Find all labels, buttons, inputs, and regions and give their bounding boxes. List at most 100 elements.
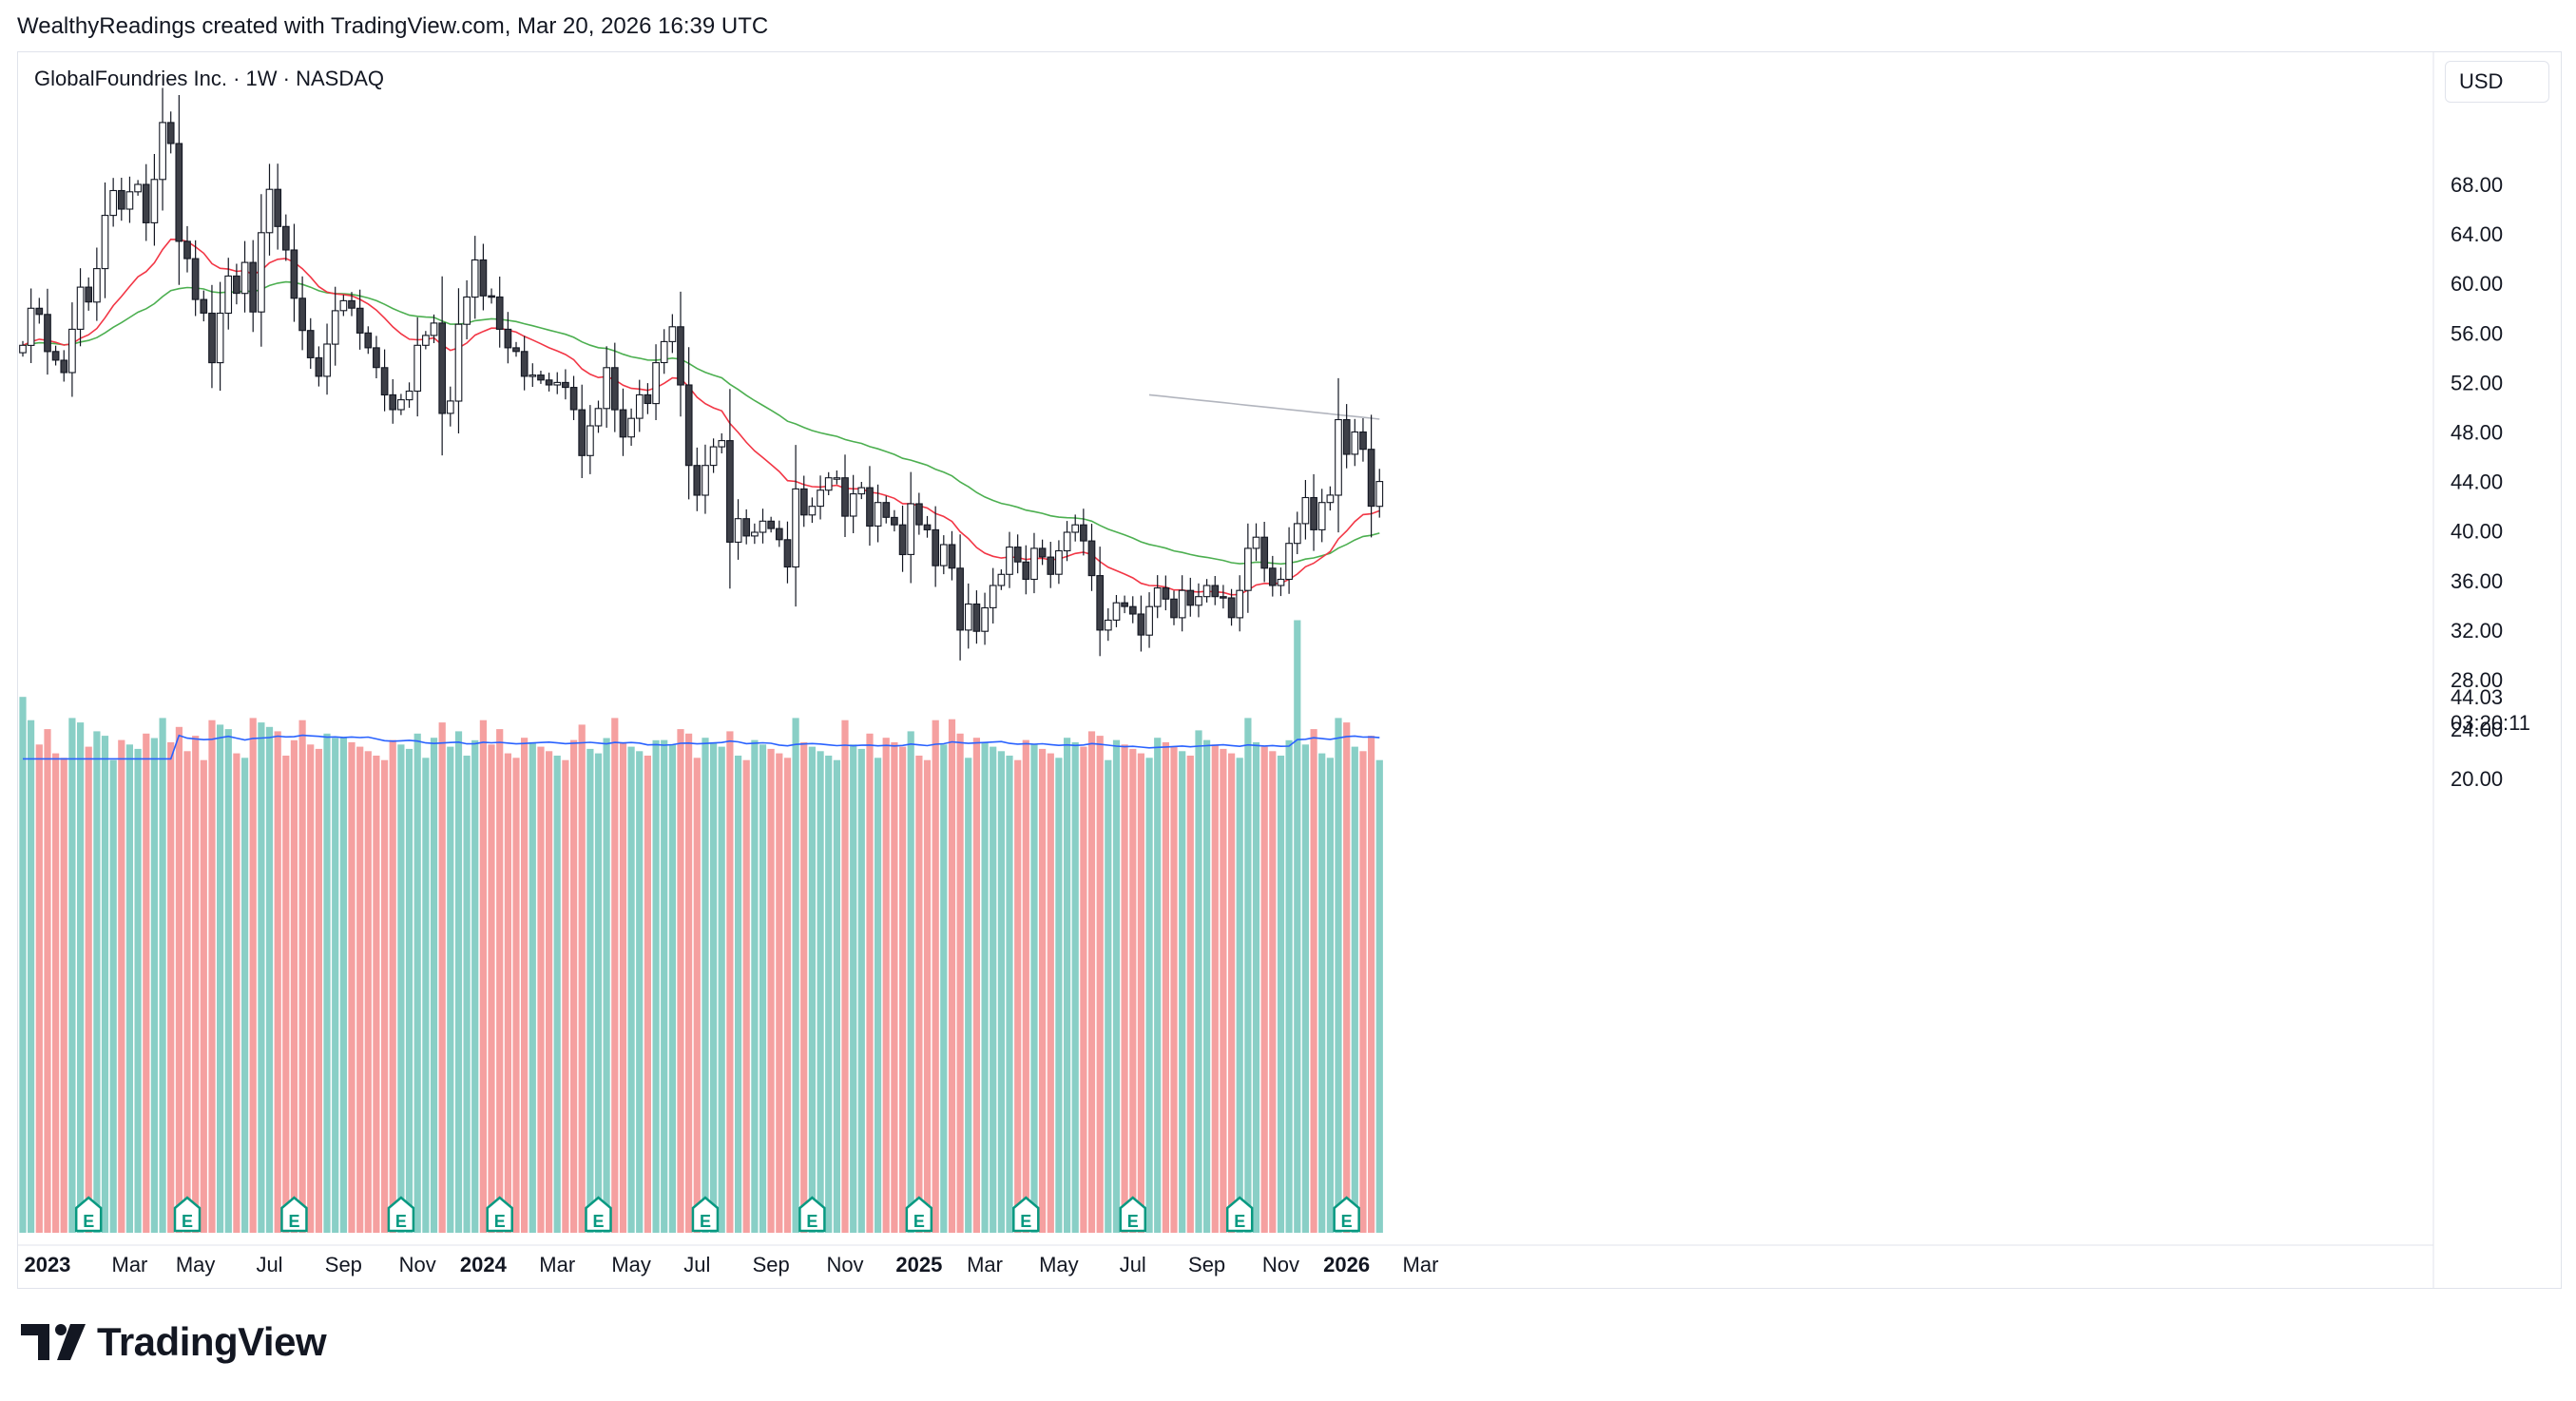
- candle-body[interactable]: [1252, 536, 1260, 549]
- candle-body[interactable]: [290, 249, 298, 299]
- candle-body[interactable]: [265, 188, 274, 234]
- candle-body[interactable]: [166, 122, 175, 144]
- candle-body[interactable]: [923, 524, 932, 530]
- earnings-badge-icon[interactable]: [280, 1196, 308, 1233]
- currency-button[interactable]: USD: [2445, 61, 2549, 103]
- candle-body[interactable]: [249, 261, 258, 313]
- candle-body[interactable]: [537, 374, 545, 381]
- candle-body[interactable]: [882, 502, 891, 518]
- candle-body[interactable]: [348, 299, 356, 309]
- candle-body[interactable]: [504, 328, 512, 349]
- candle-body[interactable]: [972, 603, 981, 632]
- candle-body[interactable]: [1195, 596, 1202, 606]
- candle-body[interactable]: [1121, 602, 1128, 607]
- candle-body[interactable]: [430, 322, 438, 336]
- candle-body[interactable]: [520, 351, 529, 377]
- candle-body[interactable]: [1310, 496, 1317, 530]
- candle-body[interactable]: [702, 465, 709, 496]
- candle-body[interactable]: [627, 417, 635, 438]
- candle-body[interactable]: [1038, 547, 1047, 558]
- candle-body[interactable]: [799, 488, 808, 516]
- candle-body[interactable]: [1047, 556, 1055, 575]
- candle-body[interactable]: [76, 286, 85, 330]
- candle-body[interactable]: [891, 516, 898, 526]
- candle-body[interactable]: [981, 606, 989, 632]
- earnings-badge-icon[interactable]: [1012, 1196, 1040, 1233]
- earnings-badge-icon[interactable]: [1333, 1196, 1360, 1233]
- candle-body[interactable]: [109, 189, 118, 217]
- candle-body[interactable]: [1285, 543, 1293, 581]
- candle-body[interactable]: [1063, 531, 1071, 552]
- candle-body[interactable]: [35, 307, 44, 316]
- candle-body[interactable]: [298, 297, 306, 332]
- candle-body[interactable]: [1013, 547, 1022, 563]
- candle-body[interactable]: [783, 539, 792, 568]
- candle-body[interactable]: [553, 381, 562, 386]
- candle-body[interactable]: [339, 299, 348, 312]
- earnings-badge-icon[interactable]: [691, 1196, 720, 1233]
- candle-body[interactable]: [1220, 596, 1227, 599]
- candle-body[interactable]: [454, 323, 463, 402]
- candle-body[interactable]: [216, 312, 224, 364]
- candle-body[interactable]: [907, 503, 915, 555]
- candle-body[interactable]: [817, 489, 824, 508]
- candle-body[interactable]: [315, 356, 323, 377]
- candle-body[interactable]: [693, 465, 702, 496]
- candle-body[interactable]: [463, 296, 471, 325]
- candle-body[interactable]: [1351, 431, 1359, 455]
- candle-body[interactable]: [1211, 585, 1220, 598]
- candle-body[interactable]: [183, 240, 191, 259]
- earnings-badge-icon[interactable]: [798, 1196, 826, 1233]
- candle-body[interactable]: [1104, 619, 1112, 631]
- candle-body[interactable]: [1375, 481, 1384, 508]
- candle-body[interactable]: [1096, 575, 1105, 631]
- candle-body[interactable]: [1326, 494, 1335, 504]
- candle-body[interactable]: [1317, 502, 1326, 530]
- candle-body[interactable]: [792, 488, 799, 568]
- candle-body[interactable]: [208, 312, 216, 364]
- candle-body[interactable]: [898, 524, 907, 556]
- candle-body[interactable]: [389, 393, 397, 411]
- candle-body[interactable]: [751, 531, 759, 537]
- candle-body[interactable]: [841, 477, 849, 517]
- candle-body[interactable]: [150, 179, 159, 223]
- candle-body[interactable]: [1260, 536, 1269, 569]
- candle-body[interactable]: [578, 409, 586, 456]
- candle-body[interactable]: [159, 122, 166, 181]
- candle-body[interactable]: [380, 367, 389, 396]
- candle-body[interactable]: [1335, 418, 1342, 496]
- earnings-badge-icon[interactable]: [1119, 1196, 1146, 1233]
- symbol-title[interactable]: GlobalFoundries Inc. · 1W · NASDAQ: [34, 67, 385, 90]
- candle-body[interactable]: [1342, 418, 1351, 455]
- candle-body[interactable]: [964, 603, 972, 631]
- candle-body[interactable]: [258, 232, 265, 313]
- candle-body[interactable]: [373, 347, 380, 369]
- candle-body[interactable]: [281, 225, 290, 251]
- candle-body[interactable]: [619, 409, 627, 438]
- candle-body[interactable]: [594, 408, 603, 427]
- candle-body[interactable]: [405, 390, 413, 401]
- candle-body[interactable]: [224, 275, 233, 315]
- earnings-badge-icon[interactable]: [905, 1196, 933, 1233]
- candle-body[interactable]: [997, 573, 1006, 586]
- candle-body[interactable]: [117, 189, 125, 210]
- candle-body[interactable]: [939, 544, 948, 566]
- candle-body[interactable]: [191, 258, 200, 300]
- earnings-badge-icon[interactable]: [585, 1196, 612, 1233]
- candle-body[interactable]: [1277, 578, 1285, 586]
- candle-body[interactable]: [767, 520, 776, 529]
- candle-body[interactable]: [323, 343, 331, 377]
- candle-body[interactable]: [833, 477, 841, 480]
- candle-body[interactable]: [734, 518, 742, 543]
- candle-body[interactable]: [495, 296, 504, 330]
- candle-body[interactable]: [1227, 597, 1236, 619]
- candle-body[interactable]: [1178, 589, 1186, 619]
- candle-body[interactable]: [27, 307, 35, 346]
- candle-body[interactable]: [240, 261, 249, 295]
- candle-body[interactable]: [44, 314, 51, 353]
- earnings-badge-icon[interactable]: [1225, 1196, 1254, 1233]
- candle-body[interactable]: [1145, 605, 1153, 636]
- candle-body[interactable]: [545, 379, 553, 386]
- candle-body[interactable]: [652, 362, 660, 405]
